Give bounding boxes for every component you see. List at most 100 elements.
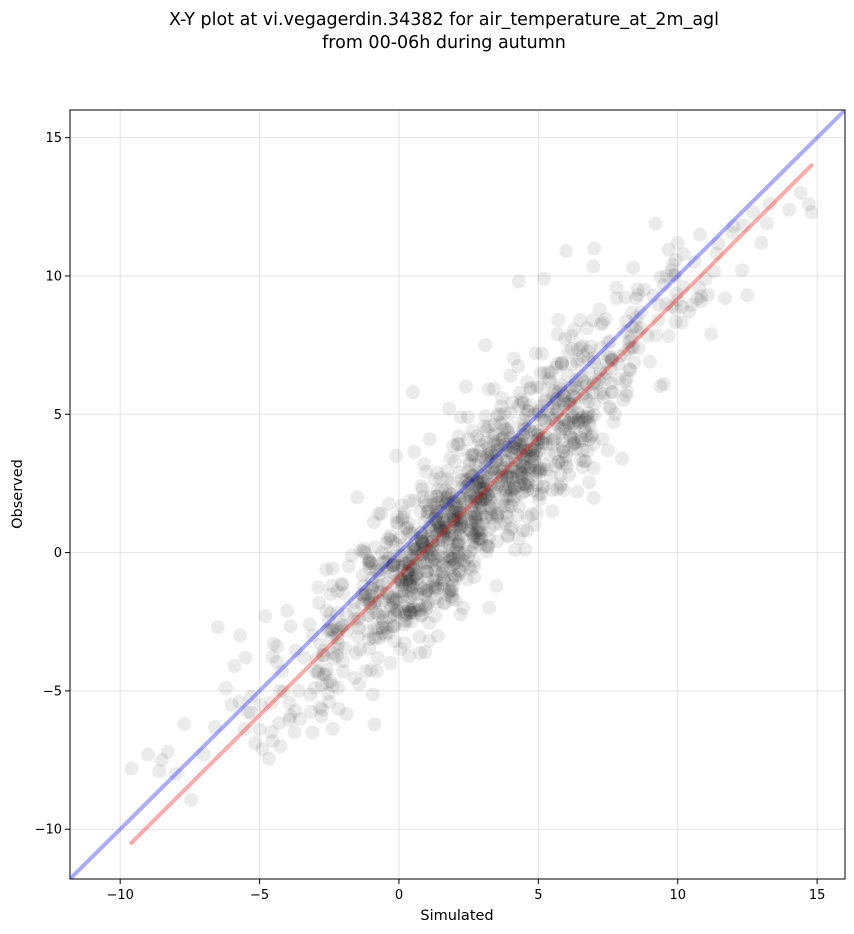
data-point [479, 538, 494, 553]
data-point [389, 448, 404, 463]
data-point [531, 487, 546, 502]
data-point [463, 562, 478, 577]
data-point [320, 676, 335, 690]
data-point [272, 684, 287, 699]
data-point [668, 268, 683, 283]
data-point [490, 437, 505, 452]
data-point [389, 537, 404, 552]
data-point [624, 329, 639, 344]
data-point [567, 397, 582, 411]
data-point [355, 597, 370, 612]
data-point [385, 618, 400, 633]
data-point [604, 376, 619, 391]
data-point [560, 368, 575, 383]
data-point [462, 457, 477, 472]
data-point [436, 515, 451, 530]
data-point [369, 564, 384, 578]
data-point [556, 393, 571, 408]
data-point [389, 602, 403, 617]
data-point [520, 461, 535, 476]
data-point [530, 439, 545, 454]
data-point [288, 643, 303, 658]
data-point [484, 507, 498, 522]
data-point [804, 205, 819, 220]
data-point [375, 577, 390, 592]
data-point [453, 504, 468, 519]
data-point [467, 540, 482, 555]
data-point [442, 582, 457, 597]
data-point [396, 586, 411, 601]
data-point [445, 504, 459, 519]
data-point [649, 328, 663, 343]
y-tick-label: −10 [35, 823, 62, 838]
data-point [514, 392, 529, 407]
data-point [581, 344, 596, 359]
data-point [347, 612, 362, 626]
data-point [444, 583, 459, 598]
data-point [420, 563, 435, 578]
data-point [330, 606, 345, 620]
data-point [430, 548, 445, 563]
data-point [499, 454, 514, 468]
data-point [554, 477, 568, 492]
data-point [406, 562, 421, 577]
data-point [571, 413, 586, 428]
data-point [442, 401, 457, 416]
data-point [379, 546, 394, 561]
data-point [441, 494, 455, 509]
data-point [628, 319, 643, 334]
data-point [365, 687, 380, 702]
data-point [515, 471, 530, 486]
data-point [422, 543, 437, 558]
data-point [432, 505, 447, 520]
data-point [535, 431, 550, 446]
data-point [555, 357, 569, 372]
data-point [490, 508, 505, 523]
data-point [412, 553, 427, 568]
data-point [545, 504, 560, 519]
data-point [494, 474, 509, 488]
data-point [513, 447, 528, 462]
data-point [381, 551, 396, 565]
data-point [373, 585, 388, 600]
data-point [507, 480, 522, 495]
data-point [694, 289, 709, 304]
data-point [545, 391, 560, 406]
data-point [561, 344, 576, 359]
data-point [544, 407, 559, 422]
data-point [372, 630, 387, 645]
data-point [458, 473, 473, 488]
data-point [498, 481, 513, 496]
data-point [405, 385, 420, 400]
data-point [446, 557, 461, 572]
data-point [392, 584, 407, 599]
data-point [516, 459, 531, 474]
data-point [527, 517, 542, 532]
data-point [358, 585, 373, 600]
data-point [490, 506, 505, 521]
data-point [433, 470, 448, 485]
data-point [506, 439, 521, 454]
data-point [687, 255, 702, 270]
data-point [426, 573, 441, 588]
data-point [436, 572, 450, 587]
data-point [422, 633, 437, 648]
data-point [575, 443, 590, 458]
data-point [620, 384, 634, 399]
data-point [392, 548, 407, 563]
data-point [402, 493, 417, 508]
data-point [446, 578, 461, 593]
data-point [465, 498, 479, 513]
data-point [556, 444, 571, 459]
data-point [586, 461, 601, 476]
data-point [419, 600, 434, 615]
data-point [504, 446, 519, 461]
data-point [487, 437, 501, 452]
data-point [409, 571, 424, 586]
data-point [489, 461, 503, 476]
data-point [386, 558, 401, 573]
data-point [334, 577, 349, 591]
data-point [411, 598, 426, 613]
data-point [387, 606, 402, 621]
data-point [466, 506, 481, 521]
